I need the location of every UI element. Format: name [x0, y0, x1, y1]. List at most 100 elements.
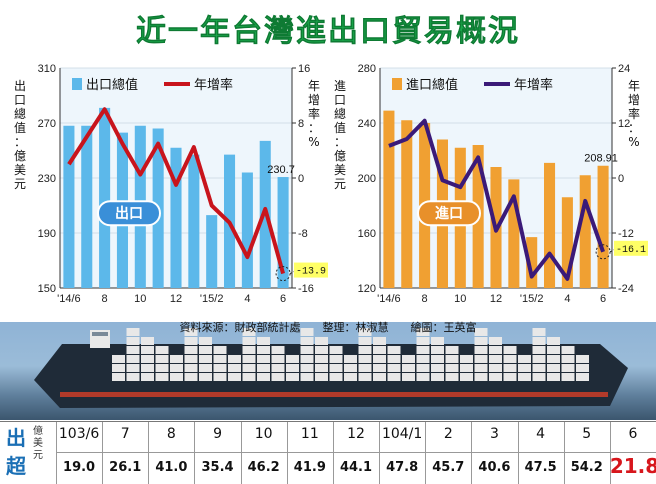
container	[474, 373, 488, 381]
container	[213, 364, 227, 372]
table-header-cell: 5	[582, 426, 592, 442]
left-axis-label: 總	[14, 106, 26, 121]
bar	[99, 107, 111, 288]
container	[358, 328, 372, 336]
container	[387, 373, 401, 381]
right-tick-label: -24	[618, 283, 634, 295]
container	[547, 373, 560, 381]
table-header-cell: 7	[120, 426, 130, 442]
table-value-cell: 44.1	[339, 460, 373, 475]
container	[242, 373, 256, 381]
left-axis-label: 進	[334, 79, 346, 93]
container	[126, 346, 140, 354]
left-axis-label: 口	[14, 93, 26, 107]
table-value-cell: 41.9	[293, 460, 326, 475]
table-column-divider	[332, 422, 334, 484]
container	[329, 355, 343, 363]
table-header-cell: 8	[166, 426, 176, 442]
trade-surplus-table: 出超 億美元 103/6 19.0 7 26.1 8 41.0 9 35.4 10 46.2 11 4…	[0, 421, 656, 484]
right-tick-label: -8	[298, 228, 308, 240]
table-column-divider	[194, 422, 196, 484]
last-rate-label: -13.9	[296, 267, 326, 278]
container-ship-photo	[0, 322, 656, 420]
container	[286, 355, 299, 363]
table-header-cell: 9	[213, 426, 222, 442]
last-rate-label: -16.1	[616, 245, 646, 256]
container	[228, 364, 241, 372]
table-lead: 出超 億美元	[0, 422, 56, 484]
container	[503, 373, 517, 381]
container	[518, 373, 531, 381]
container	[445, 364, 459, 372]
container	[431, 346, 444, 354]
container	[141, 355, 154, 363]
container	[460, 373, 473, 381]
left-axis-label: 美	[14, 163, 26, 177]
container	[300, 373, 314, 381]
container	[213, 373, 227, 381]
left-axis-label: 口	[334, 93, 346, 107]
container	[155, 355, 169, 363]
left-axis-label: 出	[14, 79, 26, 93]
table-unit: 億美元	[33, 426, 43, 461]
container	[213, 346, 227, 354]
container	[547, 337, 560, 345]
container	[445, 355, 459, 363]
table-header-cell: 2	[443, 426, 453, 442]
table-divider	[56, 452, 656, 453]
left-axis-label: 億	[14, 149, 26, 163]
container	[402, 355, 415, 363]
container	[228, 373, 241, 381]
bar	[81, 125, 93, 288]
container	[257, 364, 270, 372]
bar	[526, 237, 538, 288]
legend-swatch-bar	[392, 78, 402, 90]
container	[112, 355, 125, 363]
container	[503, 355, 517, 363]
container	[445, 373, 459, 381]
x-tick-label: 4	[564, 293, 570, 305]
left-axis-label: 元	[334, 177, 346, 191]
table-column-divider	[102, 422, 104, 484]
container	[373, 346, 386, 354]
container	[489, 355, 502, 363]
left-axis-label: 億	[334, 149, 346, 163]
container	[416, 373, 430, 381]
container	[242, 355, 256, 363]
container	[242, 346, 256, 354]
container	[199, 364, 212, 372]
left-axis-label: 值	[334, 120, 346, 135]
container	[257, 346, 270, 354]
table-value-cell: 54.2	[570, 460, 603, 475]
right-tick-label: -16	[298, 283, 314, 295]
legend-label: 進口總值	[406, 77, 458, 93]
container	[315, 373, 328, 381]
left-tick-label: 200	[358, 173, 376, 185]
container	[532, 355, 546, 363]
page-title: 近一年台灣進出口貿易概況	[136, 14, 520, 49]
container	[489, 337, 502, 345]
container	[532, 346, 546, 354]
growth-rate-line	[388, 118, 605, 281]
container	[155, 346, 169, 354]
table-title: 出超	[6, 426, 26, 478]
bar	[401, 120, 413, 288]
container	[416, 328, 430, 336]
container	[155, 364, 169, 372]
container	[532, 328, 546, 336]
container	[561, 355, 575, 363]
container	[416, 346, 430, 354]
container	[315, 355, 328, 363]
x-tick-label: 12	[490, 293, 502, 305]
chart-badge-label: 出口	[115, 205, 143, 222]
table-value-cell: 47.5	[524, 460, 557, 475]
container	[126, 364, 140, 372]
container	[561, 346, 575, 354]
bar	[206, 215, 218, 288]
container	[431, 364, 444, 372]
container	[474, 328, 488, 336]
table-value-cell: 41.0	[155, 460, 188, 475]
x-tick-label: 10	[454, 293, 466, 305]
table-value-cell: 35.4	[201, 460, 234, 475]
left-tick-label: 280	[358, 63, 376, 75]
